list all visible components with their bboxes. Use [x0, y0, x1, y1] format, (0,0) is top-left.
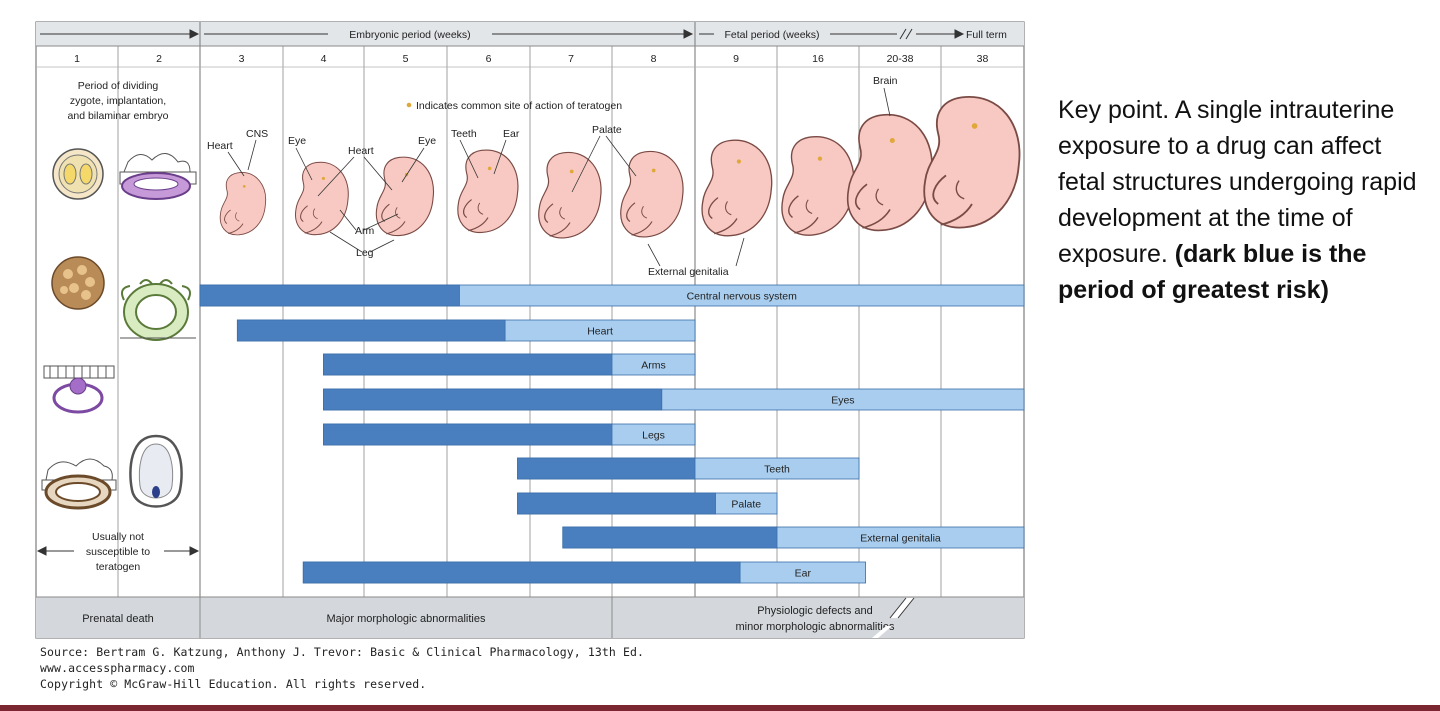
- source-line-1: Source: Bertram G. Katzung, Anthony J. T…: [40, 645, 645, 659]
- organ-leader-lines: [227, 87, 891, 267]
- prenatal-death-label: Prenatal death: [82, 613, 154, 625]
- full-term-label: Full term: [966, 29, 1007, 41]
- header-arrows: [40, 29, 965, 39]
- week-label: 3: [239, 53, 245, 65]
- week-label: 16: [812, 53, 824, 65]
- bar-dark-segment: [562, 526, 778, 549]
- bilaminar-disc-icon: [119, 153, 197, 200]
- week-label: 4: [321, 53, 327, 65]
- week-label: 38: [977, 53, 989, 65]
- week-label: 1: [74, 53, 80, 65]
- organ-label-teeth: Teeth: [451, 128, 477, 140]
- key-point-bold: (dark blue is the period of greatest ris…: [1058, 240, 1367, 304]
- chorionic-sac-icon: [120, 279, 196, 341]
- week-label: 2: [156, 53, 162, 65]
- week-label: 6: [486, 53, 492, 65]
- organ-label-arm: Arm: [355, 225, 375, 237]
- week-label: 20-38: [887, 53, 914, 65]
- organ-label-ear: Ear: [503, 128, 520, 140]
- bar-label: Legs: [642, 430, 665, 442]
- implanted-embryo-icon: [41, 458, 117, 510]
- bar-label: Teeth: [764, 464, 790, 476]
- source-line-2: www.accesspharmacy.com: [40, 661, 195, 675]
- bar-label: Eyes: [831, 395, 854, 407]
- embryo-icon: [219, 172, 267, 236]
- bar-label: External genitalia: [860, 533, 941, 545]
- organ-label-external-genitalia: External genitalia: [648, 266, 729, 278]
- footer-break-icon: [872, 597, 915, 638]
- embryo-icon: [295, 161, 349, 236]
- bar-dark-segment: [517, 457, 696, 480]
- bar-label: Ear: [795, 568, 812, 580]
- left-note-line-1: Period of dividing: [78, 80, 159, 92]
- teratogen-site-dot-icon: [406, 102, 412, 108]
- bar-dark-segment: [517, 492, 716, 515]
- left-note-line-2: zygote, implantation,: [70, 95, 166, 107]
- organ-label-eye-b: Eye: [418, 135, 436, 147]
- week-label: 5: [403, 53, 409, 65]
- source-line-3: Copyright © McGraw-Hill Education. All r…: [40, 677, 427, 691]
- fetal-period-label: Fetal period (weeks): [724, 29, 819, 41]
- week-label: 7: [568, 53, 574, 65]
- organ-label-eye-a: Eye: [288, 135, 306, 147]
- bar-dark-segment: [323, 353, 613, 376]
- teratogen-indicator-note: Indicates common site of action of terat…: [416, 100, 622, 112]
- major-abnormalities-label: Major morphologic abnormalities: [327, 613, 486, 625]
- embryo-drawings: [219, 96, 1021, 239]
- embryo-icon: [701, 139, 773, 237]
- embryo-icon: [457, 149, 519, 233]
- not-susceptible-line-3: teratogen: [96, 561, 141, 573]
- bar-dark-segment: [302, 561, 741, 584]
- two-cell-zygote-icon: [52, 148, 104, 200]
- organ-label-brain: Brain: [873, 75, 898, 87]
- embryo-icon: [781, 136, 855, 236]
- embryo-icon: [846, 113, 933, 232]
- morula-icon: [51, 256, 105, 310]
- embryo-icon: [538, 151, 602, 239]
- bar-label: Palate: [731, 499, 761, 511]
- week-label: 9: [733, 53, 739, 65]
- week-label: 8: [651, 53, 657, 65]
- organ-label-heart-a: Heart: [207, 140, 233, 152]
- physiologic-defects-line-2: minor morphologic abnormalities: [736, 621, 895, 633]
- bar-dark-segment: [199, 284, 460, 307]
- organ-label-leg: Leg: [356, 247, 374, 259]
- key-point-normal: Key point. A single intrauterine exposur…: [1058, 96, 1417, 268]
- embryonic-period-label: Embryonic period (weeks): [349, 29, 470, 41]
- physiologic-defects-line-1: Physiologic defects and: [757, 605, 873, 617]
- key-point-text: Key point. A single intrauterine exposur…: [1058, 92, 1433, 308]
- embryo-icon: [923, 96, 1021, 229]
- not-susceptible-line-2: susceptible to: [86, 546, 150, 558]
- source-citation: Source: Bertram G. Katzung, Anthony J. T…: [40, 644, 644, 692]
- full-term-break-icon: [899, 28, 913, 40]
- left-note-line-3: and bilaminar embryo: [68, 110, 169, 122]
- organ-label-palate: Palate: [592, 124, 622, 136]
- amniotic-sac-icon: [129, 434, 183, 508]
- not-susceptible-line-1: Usually not: [92, 531, 144, 543]
- bar-label: Arms: [641, 360, 666, 372]
- embryo-icon: [620, 150, 684, 238]
- bottom-accent-rule: [0, 705, 1440, 711]
- organ-label-cns: CNS: [246, 128, 268, 140]
- footer-band: [36, 597, 1024, 638]
- organ-label-heart-b: Heart: [348, 145, 374, 157]
- bar-dark-segment: [323, 388, 663, 411]
- bar-dark-segment: [236, 319, 506, 342]
- organ-sensitivity-bars: Central nervous system Heart Arms Eyes Legs T…: [199, 284, 1025, 584]
- not-susceptible-arrows: [36, 546, 200, 556]
- blastocyst-implantation-icon: [43, 365, 115, 414]
- bar-label: Heart: [587, 326, 613, 338]
- week-labels: 1 2 3 4 5 6 7 8 9 16 20-38 38: [74, 53, 988, 65]
- embryo-icon: [375, 156, 435, 236]
- bar-dark-segment: [323, 423, 613, 446]
- bar-label: Central nervous system: [687, 291, 798, 303]
